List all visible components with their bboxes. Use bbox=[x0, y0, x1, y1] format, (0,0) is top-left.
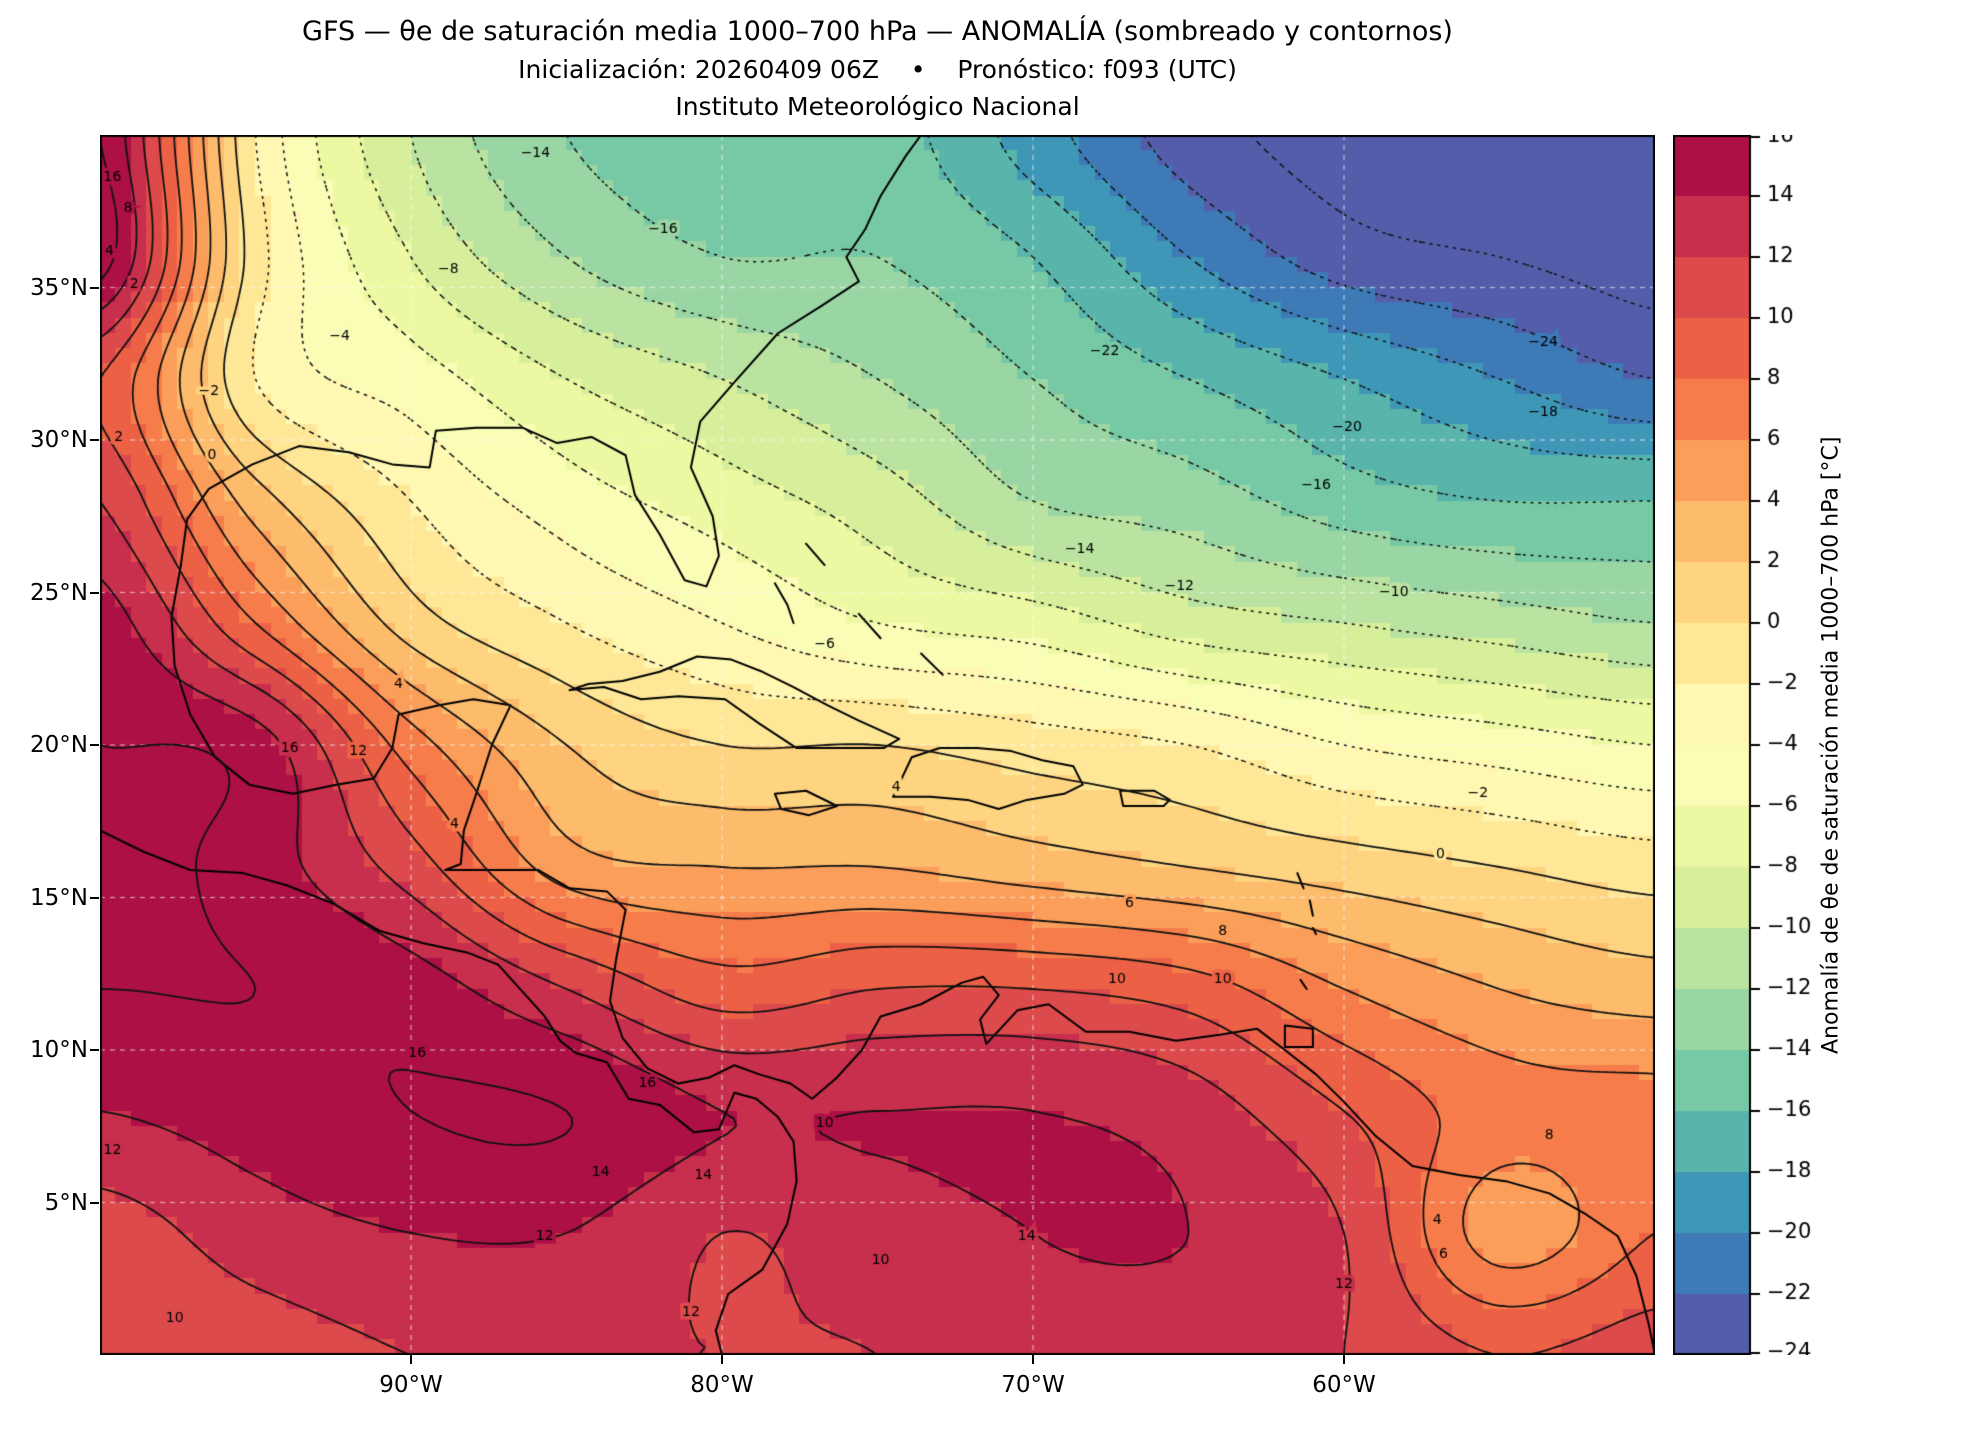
y-tick-label: 5°N bbox=[44, 1189, 88, 1216]
y-tick-mark bbox=[90, 1049, 99, 1051]
y-tick-mark bbox=[90, 439, 99, 441]
x-tick-label: 80°W bbox=[690, 1372, 754, 1398]
x-tick-mark bbox=[1032, 1355, 1034, 1364]
y-tick-label: 20°N bbox=[30, 732, 88, 758]
y-tick-mark bbox=[90, 591, 99, 594]
y-tick-label: 25°N bbox=[30, 579, 88, 606]
x-tick-label: 70°W bbox=[1001, 1372, 1065, 1398]
anomaly-map-canvas bbox=[100, 135, 1655, 1355]
x-tick-mark bbox=[1343, 1355, 1345, 1364]
x-tick-label: 90°W bbox=[379, 1372, 443, 1398]
y-tick-mark bbox=[90, 744, 99, 746]
y-tick-mark bbox=[90, 286, 99, 289]
y-tick-label: 15°N bbox=[30, 884, 88, 911]
colorbar-canvas bbox=[1673, 135, 1873, 1355]
chart-title: GFS — θe de saturación media 1000–700 hP… bbox=[302, 16, 1453, 47]
colorbar-axis-label: Anomalía de θe de saturación media 1000–… bbox=[1818, 436, 1844, 1054]
x-tick-label: 60°W bbox=[1312, 1372, 1376, 1398]
y-tick-label: 10°N bbox=[30, 1037, 88, 1063]
y-tick-mark bbox=[90, 1201, 99, 1204]
chart-subtitle-init-forecast: Inicialización: 20260409 06Z • Pronóstic… bbox=[518, 55, 1237, 84]
x-tick-mark bbox=[721, 1355, 723, 1364]
y-tick-label: 35°N bbox=[30, 274, 88, 301]
x-tick-mark bbox=[410, 1355, 412, 1364]
y-tick-mark bbox=[90, 896, 99, 899]
title-block: GFS — θe de saturación media 1000–700 hP… bbox=[100, 16, 1655, 121]
chart-subtitle-institution: Instituto Meteorológico Nacional bbox=[675, 92, 1080, 121]
map-plot-area bbox=[100, 135, 1655, 1355]
y-tick-label: 30°N bbox=[30, 427, 88, 453]
